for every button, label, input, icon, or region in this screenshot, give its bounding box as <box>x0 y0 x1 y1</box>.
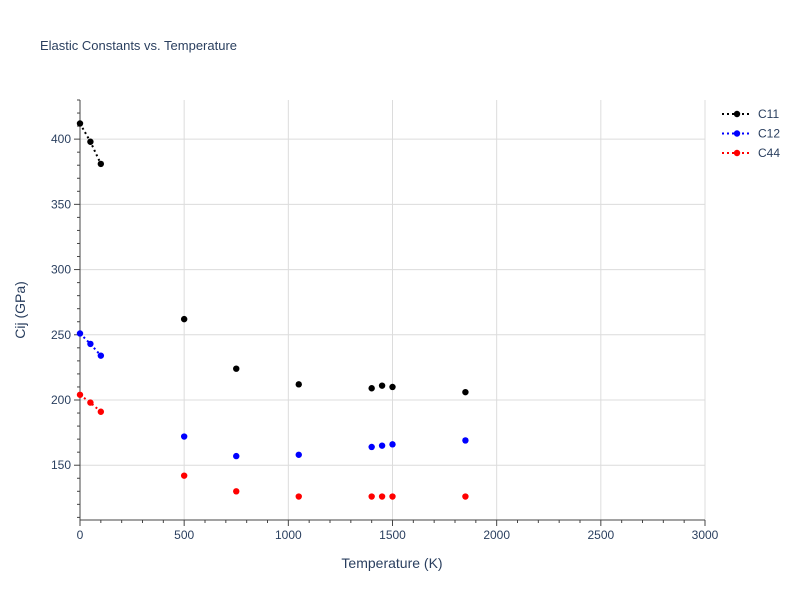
legend: C11 C12 C44 <box>722 107 780 160</box>
data-point <box>389 383 396 391</box>
data-point <box>97 408 105 415</box>
data-point <box>462 437 469 444</box>
data-point <box>87 340 94 348</box>
data-point <box>462 493 469 500</box>
legend-marker <box>733 130 741 137</box>
x-tick-label: 2500 <box>587 528 614 542</box>
legend-item-c11: C11 <box>722 107 779 121</box>
data-point <box>233 488 240 495</box>
x-tick-label: 2000 <box>483 528 510 542</box>
y-tick-label: 200 <box>51 393 71 407</box>
data-point <box>76 120 84 127</box>
legend-label: C44 <box>758 146 780 160</box>
data-point <box>295 451 302 458</box>
data-point <box>295 493 302 500</box>
data-point <box>180 433 188 440</box>
data-point <box>180 472 188 479</box>
data-point <box>368 385 375 392</box>
data-point <box>378 493 386 500</box>
legend-label: C12 <box>758 127 780 141</box>
data-point <box>295 381 302 388</box>
axes: 0 500 1000 1500 2000 2500 3000 150 200 250 300 350 4… <box>51 99 719 542</box>
x-tick-label: 1500 <box>379 528 406 542</box>
data-point <box>97 352 105 359</box>
data-point <box>368 443 375 451</box>
data-point <box>97 160 105 168</box>
series-line <box>79 332 102 357</box>
x-tick-label: 3000 <box>692 528 719 542</box>
data-point <box>389 441 396 448</box>
legend-marker <box>733 110 741 118</box>
data-point <box>180 315 188 323</box>
legend-item-c12: C12 <box>722 127 780 141</box>
x-tick-label: 500 <box>174 528 194 542</box>
legend-label: C11 <box>758 107 779 121</box>
x-tick-label: 0 <box>77 528 84 542</box>
data-point <box>233 365 240 372</box>
y-tick-label: 250 <box>51 328 71 342</box>
y-tick-label: 350 <box>51 197 71 211</box>
data-point <box>368 493 375 500</box>
data-point <box>378 382 386 389</box>
data-point <box>462 388 469 396</box>
series-c44 <box>76 391 469 500</box>
grid <box>80 100 706 520</box>
legend-item-c44: C44 <box>722 146 780 160</box>
data-point <box>76 391 84 398</box>
y-tick-label: 300 <box>51 263 71 277</box>
chart-title: Elastic Constants vs. Temperature <box>40 38 237 53</box>
data-point <box>233 452 240 460</box>
data-point <box>76 330 84 337</box>
series-c11 <box>76 120 469 396</box>
data-point <box>389 493 396 500</box>
data-point <box>87 138 94 145</box>
y-tick-label: 400 <box>51 132 71 146</box>
data-point <box>378 442 386 449</box>
x-axis-title: Temperature (K) <box>341 555 442 571</box>
legend-marker <box>733 149 741 157</box>
data-point <box>87 399 94 406</box>
series-c12 <box>76 330 469 460</box>
x-tick-label: 1000 <box>275 528 302 542</box>
plot-area <box>76 120 469 500</box>
y-axis-title: Cij (GPa) <box>12 281 28 339</box>
y-tick-label: 150 <box>51 458 71 472</box>
